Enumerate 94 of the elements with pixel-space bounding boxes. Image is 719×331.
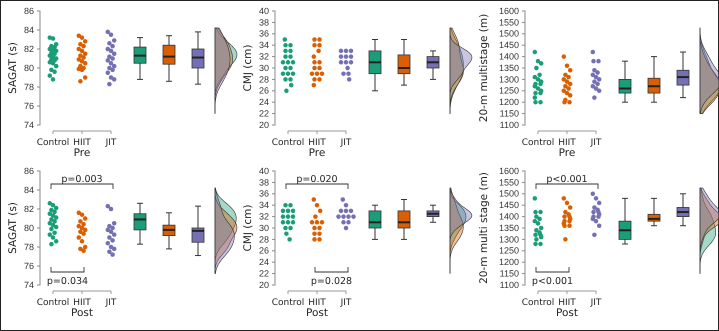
y-tick-label: 26: [258, 246, 269, 256]
y-tick-label: 1300: [498, 74, 519, 84]
y-tick-label: 1550: [498, 177, 519, 188]
x-tick-label: HIIT: [308, 298, 326, 308]
x-tick-label: Control: [272, 138, 304, 148]
annotation: p=0.003: [61, 174, 103, 185]
x-tick-label: HIIT: [73, 298, 92, 308]
x-axis-title: Pre: [558, 147, 576, 159]
y-tick-label: 82: [24, 204, 34, 214]
y-axis-title: 20-m multi stage (m): [478, 172, 490, 284]
y-tick-label: 1250: [498, 246, 519, 256]
y-tick-label: 82: [24, 44, 34, 54]
y-tick-label: 1500: [498, 188, 519, 199]
y-tick-label: 86: [24, 6, 34, 16]
y-tick-label: 1200: [498, 257, 519, 268]
x-tick-label: JIT: [340, 298, 352, 308]
y-tick-label: 1600: [498, 6, 519, 16]
y-axis-title: CMJ (cm): [242, 44, 254, 92]
x-tick-label: Control: [272, 298, 304, 308]
y-tick-label: 1350: [498, 62, 519, 73]
y-tick-label: 1450: [498, 200, 519, 210]
x-tick-label: Control: [36, 298, 70, 308]
y-tick-label: 1550: [498, 17, 519, 28]
y-tick-label: 84: [24, 184, 34, 195]
y-tick-label: 1200: [498, 97, 519, 108]
y-tick-label: 74: [24, 120, 34, 130]
y-tick-label: 1450: [498, 40, 519, 50]
y-tick-label: 40: [258, 6, 269, 16]
y-tick-label: 38: [258, 17, 269, 28]
annotation: p=0.028: [310, 276, 352, 287]
x-tick-label: Control: [36, 138, 70, 148]
y-tick-label: 32: [258, 51, 269, 62]
y-tick-label: 1350: [498, 222, 519, 233]
x-tick-label: JIT: [590, 298, 602, 308]
annotation: p=0.034: [46, 276, 88, 287]
x-axis-title: Post: [306, 307, 328, 319]
y-tick-label: 26: [258, 86, 269, 96]
y-tick-label: 78: [24, 242, 34, 252]
y-tick-label: 1250: [498, 86, 519, 96]
x-axis-title: Pre: [308, 147, 326, 159]
y-tick-label: 76: [24, 100, 34, 111]
y-tick-label: 34: [258, 200, 269, 210]
y-tick-label: 22: [258, 108, 269, 118]
y-tick-label: 1400: [498, 211, 519, 222]
y-tick-label: 38: [258, 177, 269, 188]
y-tick-label: 1100: [500, 120, 519, 130]
y-axis-title: 20-m multistage (m): [478, 14, 490, 122]
x-axis-title: Post: [556, 307, 578, 319]
y-tick-label: 1500: [498, 28, 519, 39]
y-tick-label: 20: [258, 280, 269, 290]
x-tick-label: HIIT: [558, 298, 576, 308]
y-tick-label: 80: [24, 62, 34, 73]
x-tick-label: JIT: [104, 298, 117, 308]
annotation: p<0.001: [532, 276, 574, 287]
y-tick-label: 34: [258, 40, 269, 50]
y-tick-label: 36: [258, 188, 269, 199]
y-tick-label: 30: [258, 62, 269, 73]
x-tick-label: JIT: [340, 138, 352, 148]
y-tick-label: 30: [258, 222, 269, 233]
x-tick-label: HIIT: [308, 138, 326, 148]
x-tick-label: HIIT: [73, 138, 92, 148]
y-tick-label: 32: [258, 211, 269, 222]
y-tick-label: 24: [258, 97, 269, 108]
y-tick-label: 28: [258, 74, 269, 84]
x-tick-label: Control: [522, 138, 554, 148]
y-tick-label: 78: [24, 82, 34, 92]
y-axis-title: SAGAT (s): [7, 202, 19, 254]
y-tick-label: 40: [258, 166, 269, 176]
y-tick-label: 84: [24, 24, 34, 35]
x-tick-label: JIT: [590, 138, 602, 148]
x-tick-label: Control: [522, 298, 554, 308]
y-tick-label: 1300: [498, 234, 519, 244]
y-tick-label: 22: [258, 268, 269, 278]
y-tick-label: 1150: [500, 108, 519, 118]
y-tick-label: 20: [258, 120, 269, 130]
y-tick-label: 1150: [500, 268, 519, 278]
y-tick-label: 1600: [498, 166, 519, 176]
x-axis-title: Pre: [74, 147, 90, 159]
y-tick-label: 24: [258, 257, 269, 268]
y-tick-label: 1100: [500, 280, 519, 290]
annotation: p=0.020: [296, 174, 338, 185]
x-tick-label: HIIT: [558, 138, 576, 148]
y-tick-label: 86: [24, 166, 34, 176]
y-tick-label: 74: [24, 280, 34, 290]
y-tick-label: 76: [24, 260, 34, 271]
annotation: p<0.001: [546, 174, 588, 185]
y-axis-title: SAGAT (s): [7, 42, 19, 94]
y-tick-label: 36: [258, 28, 269, 39]
x-tick-label: JIT: [104, 138, 117, 148]
y-axis-title: CMJ (cm): [242, 204, 254, 252]
y-tick-label: 80: [24, 222, 34, 233]
y-tick-label: 28: [258, 234, 269, 244]
y-tick-label: 1400: [498, 51, 519, 62]
x-axis-title: Post: [71, 307, 93, 319]
